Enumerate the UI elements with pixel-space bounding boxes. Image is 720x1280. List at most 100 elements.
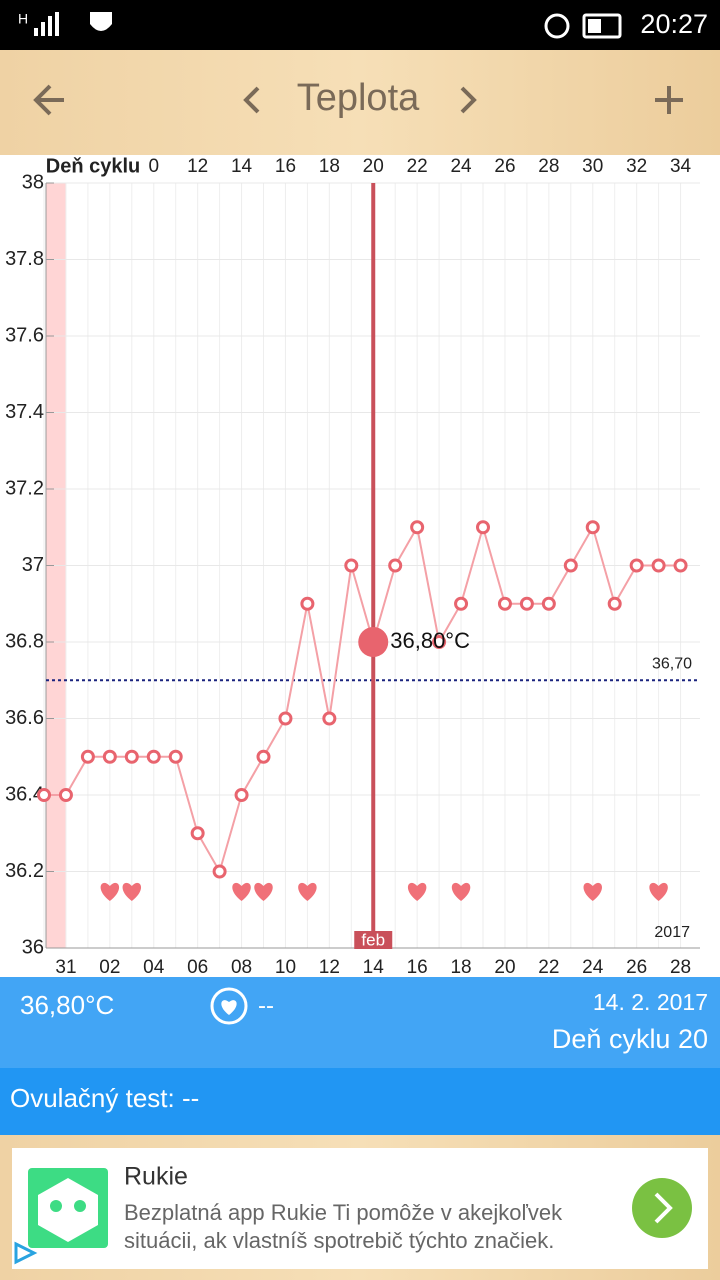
y-tick-label: 37.6 xyxy=(5,324,44,346)
y-tick-label: 37.8 xyxy=(5,248,44,270)
ad-title: Rukie xyxy=(124,1163,188,1191)
point xyxy=(651,558,666,573)
battery-level xyxy=(588,19,601,33)
point xyxy=(124,749,139,764)
sex-icon xyxy=(210,987,248,1025)
y-tick-label: 37.4 xyxy=(5,401,44,423)
y-tick-label: 38 xyxy=(22,171,44,193)
x-tick-label: 22 xyxy=(538,957,559,978)
x-tick-label: 16 xyxy=(407,957,428,978)
heart-marker xyxy=(254,882,273,901)
cycle-day-label: 20 xyxy=(363,156,384,177)
point xyxy=(102,749,117,764)
cycle-day-label: 26 xyxy=(494,156,515,177)
point xyxy=(322,711,337,726)
y-tick-label: 37 xyxy=(22,554,44,576)
x-tick-label: 14 xyxy=(363,957,385,978)
point xyxy=(80,749,95,764)
heart-marker xyxy=(298,882,317,901)
previous-button[interactable] xyxy=(243,86,260,114)
ad-card[interactable] xyxy=(12,1148,708,1269)
ad-icon-shape xyxy=(38,1178,98,1242)
point xyxy=(585,520,600,535)
info-panel xyxy=(0,977,720,1068)
point xyxy=(454,596,469,611)
cycle-day-label: 18 xyxy=(319,156,340,177)
ad-icon-eye xyxy=(50,1200,62,1212)
clock: 20:27 xyxy=(640,9,708,39)
x-tick-label: 08 xyxy=(231,957,252,978)
point xyxy=(541,596,556,611)
header-title: Teplota xyxy=(297,77,420,119)
heart-marker xyxy=(649,882,668,901)
y-tick-label: 37.2 xyxy=(5,477,44,499)
point xyxy=(168,749,183,764)
point xyxy=(410,520,425,535)
point xyxy=(37,788,51,802)
ad-choices[interactable] xyxy=(14,1241,38,1265)
alarm-icon xyxy=(544,13,570,39)
x-tick-label: 04 xyxy=(143,957,165,978)
shield-icon xyxy=(90,12,112,31)
ad-button[interactable] xyxy=(632,1178,692,1238)
heart-marker xyxy=(122,882,142,901)
y-tick-label: 36.4 xyxy=(5,783,44,805)
year-label: 2017 xyxy=(654,924,690,941)
ovulation-bar[interactable] xyxy=(0,1068,720,1135)
point xyxy=(519,596,534,611)
point xyxy=(476,520,490,535)
cycle-day-label: 0 xyxy=(148,156,159,177)
next-button[interactable] xyxy=(460,86,477,114)
x-tick-label: 18 xyxy=(450,957,471,978)
x-tick-label: 06 xyxy=(187,957,208,978)
heart-marker xyxy=(407,882,427,901)
y-tick-label: 36 xyxy=(22,936,44,958)
info-date: 14. 2. 2017 xyxy=(593,989,708,1015)
y-tick-label: 36.8 xyxy=(5,630,44,652)
point xyxy=(212,864,227,879)
point xyxy=(388,558,403,573)
network-type: H xyxy=(18,11,28,27)
signal-icon xyxy=(34,12,59,36)
point xyxy=(563,558,578,573)
y-tick-label: 36.6 xyxy=(5,707,44,729)
add-button[interactable] xyxy=(655,86,683,114)
heart-marker xyxy=(100,882,120,901)
cycle-day-label: 24 xyxy=(450,156,472,177)
point xyxy=(146,749,161,764)
battery-icon xyxy=(582,13,622,39)
cycle-day-label: 28 xyxy=(538,156,559,177)
ad-icon-eye xyxy=(74,1200,86,1212)
info-cycle-day: Deň cyklu 20 xyxy=(552,1024,708,1054)
ad-button-arrow xyxy=(654,1192,673,1224)
x-tick-label: 10 xyxy=(275,957,296,978)
chart: 36 36.2 36.4 36.6 36.8 37 37.2 37.4 37.6 37.8 38 36… xyxy=(5,155,700,978)
back-button[interactable] xyxy=(33,84,64,116)
x-tick-label: 02 xyxy=(99,957,120,978)
heart-marker xyxy=(232,882,251,901)
cycle-day-label: 12 xyxy=(187,156,208,177)
heart-marker xyxy=(583,882,602,901)
month-label: feb xyxy=(361,930,385,949)
point xyxy=(278,711,293,726)
point xyxy=(190,826,205,841)
info-temperature: 36,80°C xyxy=(20,990,114,1020)
point xyxy=(256,749,271,764)
ad-text: situácii, ak vlastníš spotrebič týchto z… xyxy=(124,1228,554,1253)
coverline-label: 36,70 xyxy=(652,655,692,672)
cycle-day-label: 34 xyxy=(670,156,692,177)
x-tick-label: 12 xyxy=(319,957,340,978)
x-tick-label: 20 xyxy=(494,957,515,978)
point xyxy=(607,596,622,611)
point xyxy=(497,596,512,611)
point xyxy=(58,788,73,802)
x-tick-label: 28 xyxy=(670,957,691,978)
point xyxy=(432,635,447,649)
cycle-day-label: 16 xyxy=(275,156,296,177)
cycle-day-label: 32 xyxy=(626,156,647,177)
ovulation-test: Ovulačný test: -- xyxy=(10,1083,199,1113)
point xyxy=(629,558,644,573)
header xyxy=(0,50,720,155)
